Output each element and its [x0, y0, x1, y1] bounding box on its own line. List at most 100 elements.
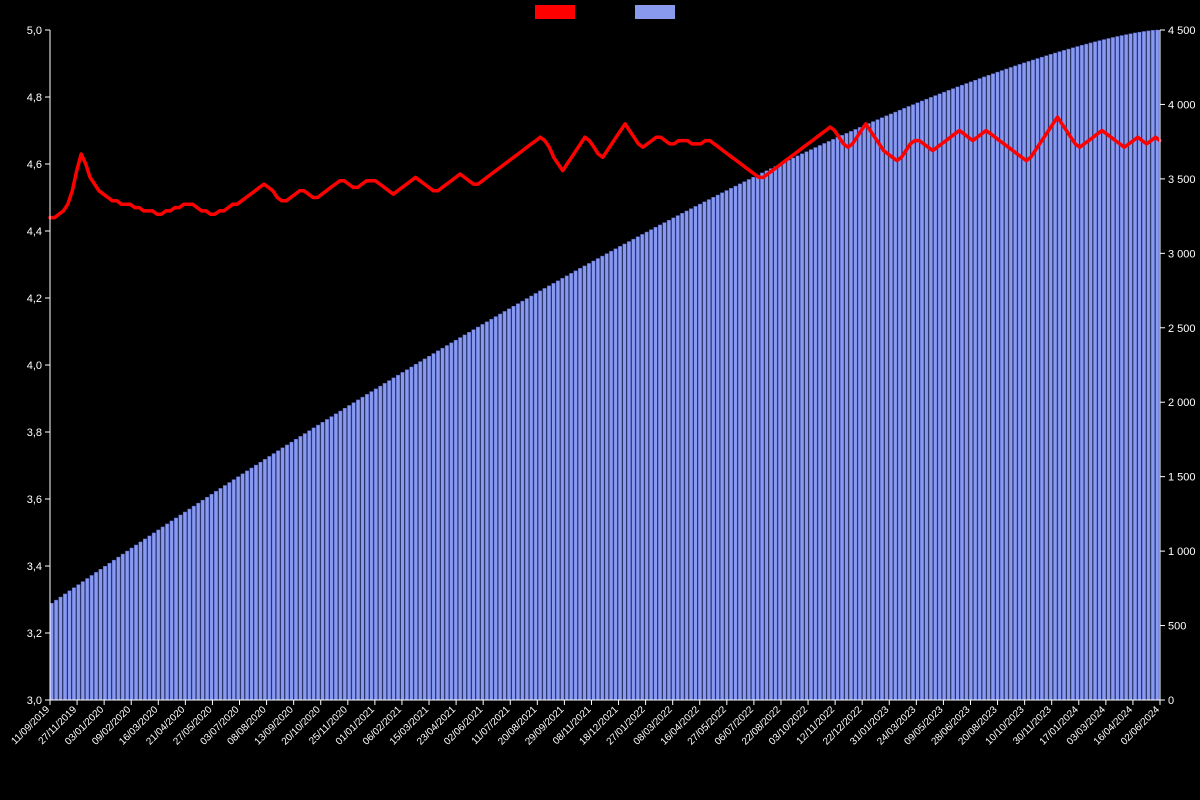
bar: [525, 299, 528, 700]
bar: [365, 394, 368, 700]
bar: [521, 301, 524, 700]
bar: [849, 131, 852, 700]
bar: [747, 179, 750, 700]
bar: [645, 232, 648, 700]
y-left-tick-label: 5,0: [27, 25, 42, 37]
bar: [578, 268, 581, 700]
bar: [667, 220, 670, 700]
bar: [858, 127, 861, 700]
bar: [472, 330, 475, 700]
bar: [512, 306, 515, 700]
bar: [356, 400, 359, 700]
bar: [436, 351, 439, 700]
bar: [339, 411, 342, 700]
bar: [609, 251, 612, 700]
bar: [1045, 56, 1048, 700]
bar: [800, 154, 803, 700]
bar: [387, 381, 390, 700]
bar: [791, 158, 794, 700]
bar: [823, 143, 826, 700]
bar: [1156, 30, 1159, 700]
bar: [752, 177, 755, 700]
bar: [561, 278, 564, 700]
bar: [618, 246, 621, 700]
bar: [401, 372, 404, 700]
bar: [445, 346, 448, 700]
bar: [316, 425, 319, 700]
bar: [809, 150, 812, 700]
bar: [920, 101, 923, 700]
bar: [569, 273, 572, 700]
bar: [170, 521, 173, 700]
bar: [765, 171, 768, 700]
bar: [450, 343, 453, 700]
bar: [916, 103, 919, 700]
bar: [1138, 32, 1141, 700]
y-left-tick-label: 3,2: [27, 628, 42, 640]
bar: [121, 554, 124, 700]
bar: [716, 195, 719, 700]
bar: [463, 335, 466, 700]
bar: [1151, 30, 1154, 700]
bar: [778, 164, 781, 700]
bar: [441, 348, 444, 700]
bar: [907, 106, 910, 700]
bar: [236, 477, 239, 700]
y-left-tick-label: 3,6: [27, 494, 42, 506]
bar: [374, 389, 377, 700]
bar: [530, 296, 533, 700]
bar: [250, 468, 253, 700]
bar: [707, 200, 710, 700]
bar: [245, 471, 248, 700]
bar: [596, 259, 599, 700]
bar: [72, 588, 75, 700]
bar: [614, 249, 617, 700]
bar: [379, 386, 382, 700]
bar: [63, 594, 66, 700]
bar: [503, 311, 506, 700]
bar: [1098, 41, 1101, 700]
bar: [210, 494, 213, 700]
bar: [232, 480, 235, 700]
chart-svg: 3,03,23,43,63,84,04,24,44,64,85,005001 0…: [0, 0, 1200, 800]
bar: [889, 114, 892, 700]
bar: [1147, 31, 1150, 700]
bar: [1058, 52, 1061, 700]
bar: [694, 206, 697, 700]
bar: [685, 211, 688, 700]
bar: [796, 156, 799, 700]
bar: [219, 488, 222, 700]
bar: [654, 227, 657, 700]
bar: [689, 209, 692, 700]
y-left-tick-label: 4,8: [27, 92, 42, 104]
bar: [148, 536, 151, 700]
bar: [254, 465, 257, 700]
bar: [1013, 66, 1016, 700]
bar: [1102, 40, 1105, 700]
bar: [902, 108, 905, 700]
bar: [756, 175, 759, 700]
dual-axis-chart: 3,03,23,43,63,84,04,24,44,64,85,005001 0…: [0, 0, 1200, 800]
bar: [143, 539, 146, 700]
bar: [325, 419, 328, 700]
bar: [783, 162, 786, 700]
bar: [729, 188, 732, 700]
bar: [94, 572, 97, 700]
bar: [592, 261, 595, 700]
bar: [1116, 36, 1119, 700]
bar: [880, 118, 883, 700]
bar: [885, 116, 888, 700]
bar: [605, 254, 608, 700]
bar: [432, 354, 435, 700]
bar: [1067, 49, 1070, 700]
bar: [854, 129, 857, 700]
bar: [303, 434, 306, 700]
bar: [485, 322, 488, 700]
bar: [361, 397, 364, 700]
bar: [1133, 33, 1136, 700]
bar: [867, 124, 870, 700]
bar: [112, 560, 115, 700]
bar: [458, 338, 461, 700]
bar: [68, 591, 71, 700]
bar: [454, 340, 457, 700]
